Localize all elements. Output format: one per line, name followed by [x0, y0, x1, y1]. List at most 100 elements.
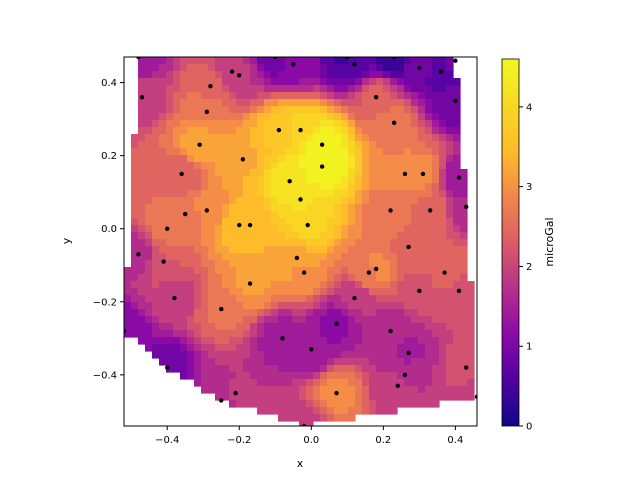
contour-cell — [425, 183, 433, 191]
contour-cell — [236, 337, 244, 345]
contour-cell — [376, 274, 384, 282]
contour-cell — [418, 197, 426, 205]
contour-cell — [264, 281, 272, 289]
contour-cell — [187, 281, 195, 289]
contour-cell — [285, 232, 293, 240]
contour-cell — [404, 274, 412, 282]
contour-cell — [243, 134, 251, 142]
contour-cell — [292, 239, 300, 247]
contour-cell — [215, 197, 223, 205]
contour-cell — [299, 71, 307, 79]
contour-cell — [299, 218, 307, 226]
contour-cell — [194, 302, 202, 310]
contour-cell — [383, 407, 391, 415]
contour-cell — [467, 365, 475, 373]
contour-cell — [411, 337, 419, 345]
contour-cell — [208, 218, 216, 226]
contour-cell — [313, 246, 321, 254]
contour-cell — [166, 316, 174, 324]
contour-cell — [411, 393, 419, 401]
contour-cell — [201, 253, 209, 261]
sample-point — [395, 383, 400, 389]
contour-cell — [271, 267, 279, 275]
contour-cell — [327, 113, 335, 121]
contour-cell — [334, 232, 342, 240]
contour-cell — [166, 127, 174, 135]
contour-cell — [432, 232, 440, 240]
contour-cell — [292, 274, 300, 282]
contour-cell — [327, 309, 335, 317]
contour-cell — [411, 141, 419, 149]
contour-cell — [278, 64, 286, 72]
contour-cell — [159, 246, 167, 254]
contour-cell — [194, 148, 202, 156]
contour-cell — [432, 400, 440, 408]
contour-cell — [229, 239, 237, 247]
contour-cell — [306, 99, 314, 107]
contour-cell — [341, 204, 349, 212]
contour-cell — [299, 239, 307, 247]
contour-cell — [201, 239, 209, 247]
contour-cell — [208, 295, 216, 303]
contour-cell — [159, 316, 167, 324]
contour-cell — [145, 113, 153, 121]
contour-cell — [278, 253, 286, 261]
contour-cell — [257, 253, 265, 261]
contour-cell — [397, 393, 405, 401]
contour-cell — [180, 155, 188, 163]
contour-cell — [215, 309, 223, 317]
contour-cell — [257, 365, 265, 373]
sample-point — [229, 69, 235, 74]
contour-cell — [243, 246, 251, 254]
contour-cell — [446, 211, 454, 219]
contour-cell — [138, 274, 146, 282]
contour-cell — [334, 330, 342, 338]
contour-cell — [285, 351, 293, 359]
contour-cell — [453, 120, 461, 128]
contour-cell — [439, 281, 447, 289]
contour-cell — [173, 57, 181, 65]
contour-cell — [439, 92, 447, 100]
contour-cell — [432, 197, 440, 205]
contour-cell — [285, 302, 293, 310]
contour-cell — [369, 169, 377, 177]
contour-cell — [292, 379, 300, 387]
contour-cell — [313, 225, 321, 233]
contour-cell — [138, 127, 146, 135]
contour-cell — [208, 302, 216, 310]
contour-cell — [306, 183, 314, 191]
contour-cell — [201, 379, 209, 387]
contour-cell — [299, 176, 307, 184]
contour-cell — [271, 92, 279, 100]
contour-cell — [299, 148, 307, 156]
contour-cell — [334, 204, 342, 212]
contour-cell — [236, 386, 244, 394]
contour-cell — [306, 190, 314, 198]
contour-cell — [306, 176, 314, 184]
contour-cell — [236, 106, 244, 114]
contour-cell — [299, 365, 307, 373]
contour-cell — [432, 330, 440, 338]
contour-cell — [194, 113, 202, 121]
contour-cell — [208, 176, 216, 184]
contour-cell — [376, 365, 384, 373]
contour-cell — [201, 358, 209, 366]
contour-cell — [327, 295, 335, 303]
contour-cell — [285, 99, 293, 107]
contour-cell — [166, 78, 174, 86]
contour-cell — [327, 106, 335, 114]
contour-cell — [439, 106, 447, 114]
contour-cell — [229, 211, 237, 219]
contour-cell — [334, 106, 342, 114]
sample-point — [179, 171, 184, 177]
sample-point — [388, 208, 393, 213]
contour-cell — [383, 239, 391, 247]
contour-cell — [278, 330, 286, 338]
contour-cell — [320, 337, 328, 345]
contour-cell — [208, 232, 216, 240]
contour-cell — [131, 316, 139, 324]
contour-cell — [390, 393, 398, 401]
contour-cell — [180, 232, 188, 240]
contour-cell — [327, 155, 335, 163]
contour-cell — [320, 281, 328, 289]
